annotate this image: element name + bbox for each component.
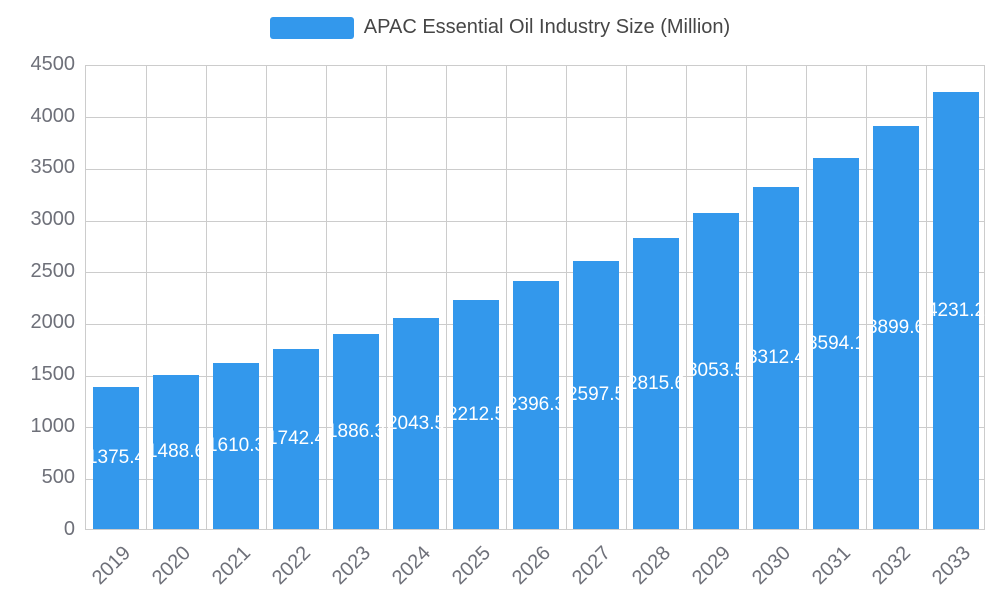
x-tick-label-2021: 2021 — [207, 542, 255, 590]
gridline — [86, 220, 984, 222]
gridline — [445, 66, 447, 529]
bar-value-label: 1610.3 — [206, 435, 266, 456]
y-tick-label: 3000 — [30, 208, 76, 230]
chart-legend[interactable]: APAC Essential Oil Industry Size (Millio… — [0, 16, 1000, 39]
y-tick-label: 2500 — [30, 259, 76, 282]
gridline — [685, 66, 687, 529]
gridline — [86, 272, 984, 274]
bar-2023[interactable]: 1886.3 — [327, 334, 385, 529]
bar-value-label: 3594.1 — [806, 332, 866, 354]
x-tick-label-2024: 2024 — [387, 542, 435, 590]
bar-2030[interactable]: 3312.4 — [747, 187, 805, 529]
bar-value-label: 3312.4 — [746, 347, 806, 368]
bar-value-label: 2815.6 — [626, 372, 686, 394]
gridline — [86, 168, 984, 170]
gridline — [745, 66, 747, 529]
bar-value-label: 2597.5 — [566, 384, 626, 405]
bar-2025[interactable]: 2212.5 — [447, 300, 505, 529]
bar-2033[interactable]: 4231.2 — [927, 92, 985, 529]
legend-swatch-icon — [269, 16, 354, 39]
gridline — [505, 66, 507, 529]
y-tick-label: 4000 — [30, 104, 76, 127]
bar-value-label: 2212.5 — [446, 403, 506, 425]
x-tick-label-2030: 2030 — [747, 542, 795, 590]
bar-2022[interactable]: 1742.4 — [267, 349, 325, 529]
y-tick-label: 500 — [41, 466, 75, 489]
gridline — [86, 117, 984, 119]
bar-2031[interactable]: 3594.1 — [807, 158, 865, 529]
bar-value-label: 1742.4 — [266, 428, 326, 449]
bar-value-label: 1488.6 — [146, 441, 206, 462]
x-tick-label-2032: 2032 — [867, 542, 915, 590]
bar-2020[interactable]: 1488.6 — [147, 375, 205, 529]
y-tick-label: 3500 — [30, 156, 76, 179]
x-tick-label-2027: 2027 — [567, 542, 615, 590]
gridline — [925, 66, 927, 529]
y-tick-label: 4500 — [30, 53, 76, 75]
bar-2028[interactable]: 2815.6 — [627, 238, 685, 529]
bar-2024[interactable]: 2043.5 — [387, 318, 445, 529]
bar-2029[interactable]: 3053.5 — [687, 213, 745, 529]
x-tick-label-2029: 2029 — [687, 542, 735, 590]
gridline — [805, 66, 807, 529]
x-tick-label-2019: 2019 — [87, 542, 135, 590]
bar-2026[interactable]: 2396.3 — [507, 281, 565, 529]
x-tick-label-2026: 2026 — [507, 542, 555, 590]
bar-2032[interactable]: 3899.6 — [867, 126, 925, 529]
y-tick-label: 1000 — [30, 414, 76, 437]
gridline — [565, 66, 567, 529]
bar-value-label: 3053.5 — [686, 360, 746, 381]
bar-value-label: 1375.4 — [86, 447, 146, 468]
bar-value-label: 3899.6 — [866, 316, 926, 338]
legend-label: APAC Essential Oil Industry Size (Millio… — [363, 16, 731, 38]
x-tick-label-2031: 2031 — [807, 542, 855, 590]
x-tick-label-2020: 2020 — [147, 542, 195, 590]
bar-2021[interactable]: 1610.3 — [207, 363, 265, 529]
x-tick-label-2023: 2023 — [327, 542, 375, 590]
bar-value-label: 1886.3 — [326, 420, 386, 442]
x-tick-label-2033: 2033 — [927, 542, 975, 590]
x-tick-label-2022: 2022 — [267, 542, 315, 590]
x-tick-label-2028: 2028 — [627, 542, 675, 590]
bar-value-label: 2396.3 — [506, 394, 566, 415]
gridline — [385, 66, 387, 529]
bar-value-label: 4231.2 — [926, 299, 986, 321]
gridline — [325, 66, 327, 529]
gridline — [265, 66, 267, 529]
gridline — [625, 66, 627, 529]
bar-value-label: 2043.5 — [386, 412, 446, 434]
plot-area: 1375.4 1488.6 1610.3 1742.4 1886.3 2043.5 2212… — [85, 65, 985, 530]
bar-2019[interactable]: 1375.4 — [87, 387, 145, 529]
bar-2027[interactable]: 2597.5 — [567, 261, 625, 529]
y-tick-label: 0 — [63, 518, 75, 540]
y-tick-label: 2000 — [30, 311, 76, 334]
gridline — [145, 66, 147, 529]
gridline — [865, 66, 867, 529]
y-tick-label: 1500 — [30, 363, 76, 385]
gridline — [205, 66, 207, 529]
x-tick-label-2025: 2025 — [447, 542, 495, 590]
